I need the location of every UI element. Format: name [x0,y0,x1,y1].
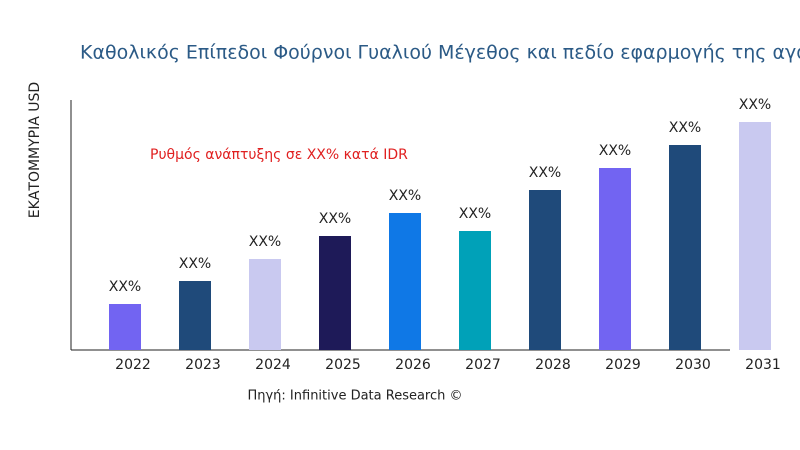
x-tick-label: 2023 [185,357,221,373]
value-label: XX% [109,279,141,295]
bar [179,281,211,350]
x-tick-label: 2026 [395,357,431,373]
x-tick-label: 2030 [675,357,711,373]
chart-title: Καθολικός Επίπεδοι Φούρνοι Γυαλιού Μέγεθ… [80,42,800,64]
bar [599,168,631,350]
bar [109,304,141,350]
bar [669,145,701,350]
value-label: XX% [249,234,281,250]
value-label: XX% [319,211,351,227]
value-label: XX% [739,97,771,113]
value-label: XX% [529,165,561,181]
value-label: XX% [459,206,491,222]
bar [739,122,771,350]
bar [459,231,491,350]
bar [319,236,351,350]
x-tick-label: 2022 [115,357,151,373]
x-tick-label: 2028 [535,357,571,373]
x-tick-label: 2029 [605,357,641,373]
value-label: XX% [179,256,211,272]
source: Πηγή: Infinitive Data Research © [247,389,462,404]
bar [389,213,421,350]
bar [529,190,561,350]
x-tick-label: 2031 [745,357,781,373]
x-tick-label: 2027 [465,357,501,373]
value-label: XX% [599,143,631,159]
x-tick-label: 2025 [325,357,361,373]
value-label: XX% [389,188,421,204]
x-tick-label: 2024 [255,357,291,373]
bar [249,259,281,350]
value-label: XX% [669,120,701,136]
annotation: Ρυθμός ανάπτυξης σε XX% κατά IDR [150,147,408,163]
y-axis-label: ΕΚΑΤΟΜΜΥΡΙΑ USD [27,82,43,218]
